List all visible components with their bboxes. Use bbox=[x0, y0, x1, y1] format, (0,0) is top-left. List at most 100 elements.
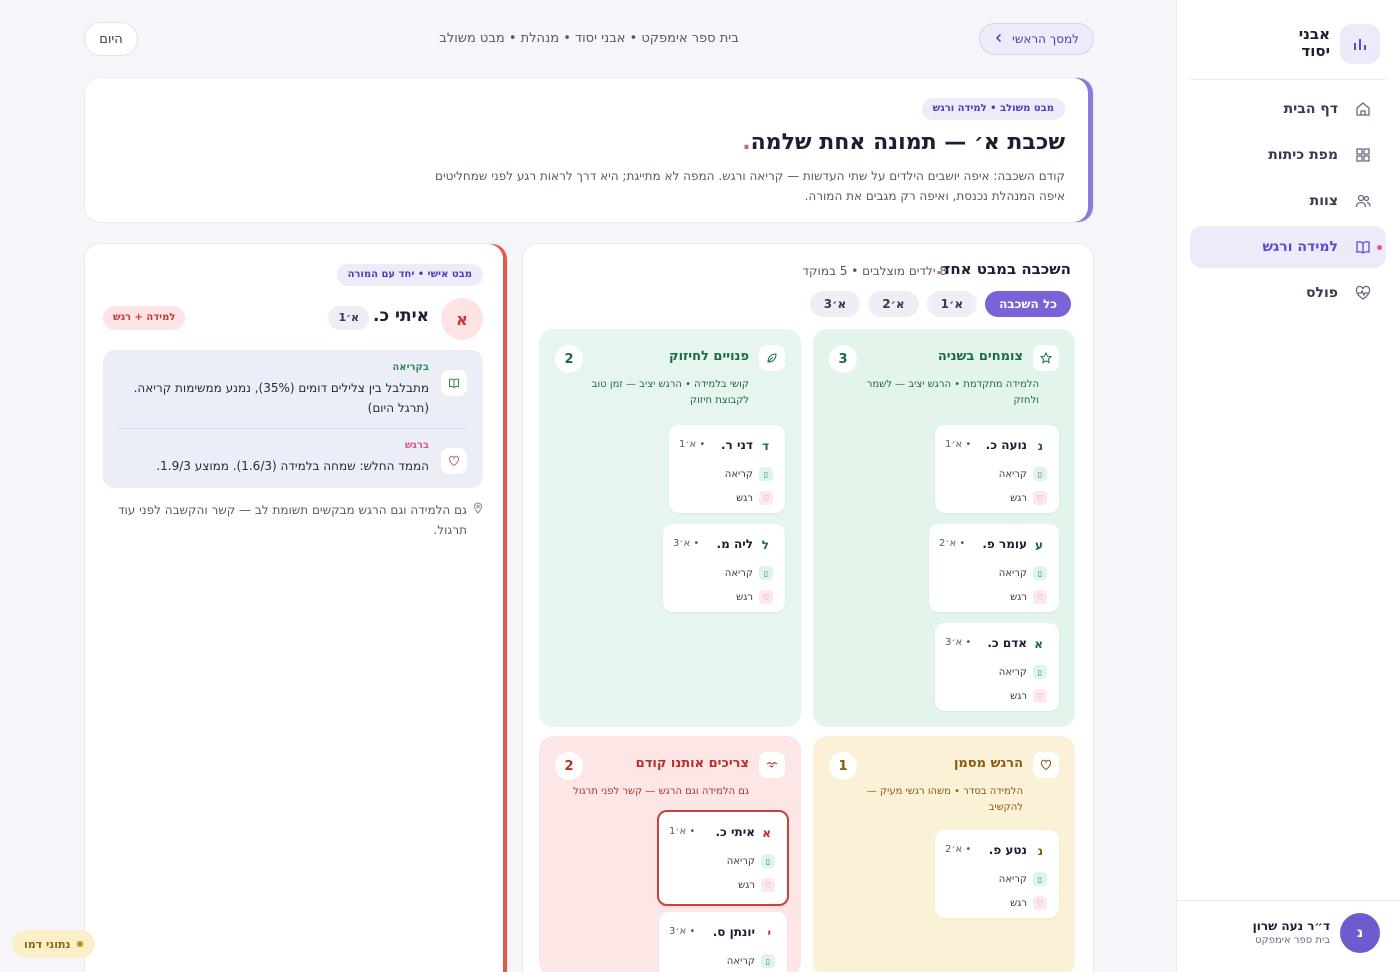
today-button[interactable]: היום bbox=[84, 22, 138, 56]
emotion-row: ♡ רגש bbox=[736, 491, 773, 505]
profile-note-text: גם הלמידה וגם הרגש מבקשים תשומת לב — קשר… bbox=[117, 503, 467, 537]
quadrant-count: 3 bbox=[829, 345, 857, 373]
quadrant-header: צומחים בשניה 3 bbox=[829, 345, 1059, 373]
student-initial: י bbox=[767, 926, 771, 940]
student-profile-panel: מבט אישי • יחד עם המורה א איתי כ. א׳1 למ… bbox=[84, 243, 508, 972]
quadrant-title: צריכים אותנו קודם bbox=[635, 756, 749, 771]
sidebar-item-label: פולס bbox=[1306, 285, 1338, 301]
sidebar-item-pulse[interactable]: פולס bbox=[1190, 272, 1386, 314]
reading-label: קריאה bbox=[724, 567, 753, 579]
profile-details: בקריאה מתבלבל בין צלילים דומים (35%), נמ… bbox=[103, 350, 483, 488]
avatar: נ bbox=[1340, 913, 1380, 953]
book-icon: ▯ bbox=[1033, 872, 1047, 886]
topbar: למסך הראשי בית ספר אימפקט • אבני יסוד • … bbox=[84, 22, 1094, 58]
panel-title-text: השכבה במבט אחד bbox=[941, 260, 1071, 278]
quadrant-title: הרגש מסמן bbox=[953, 756, 1023, 771]
student-card[interactable]: י יונתן ס. • א׳3 ▯ קריאה bbox=[659, 912, 787, 972]
profile-pill: מבט אישי • יחד עם המורה bbox=[336, 264, 483, 286]
heart-icon: ♡ bbox=[1033, 689, 1047, 703]
reading-label: קריאה bbox=[998, 873, 1027, 885]
back-to-main-button[interactable]: למסך הראשי bbox=[979, 23, 1094, 55]
reading-row: ▯ קריאה bbox=[727, 854, 775, 868]
student-card[interactable]: ע עומר פ. • א׳2 ▯ קריאה ♡ רגש bbox=[929, 524, 1059, 612]
chevron-left-icon bbox=[994, 32, 1004, 46]
student-name: איתי כ. bbox=[715, 825, 755, 839]
sidebar-item-home[interactable]: דף הבית bbox=[1190, 88, 1386, 130]
title-dot: . bbox=[935, 260, 942, 278]
student-card[interactable]: ל ליה מ. • א׳3 ▯ קריאה ♡ רגש bbox=[663, 524, 785, 612]
student-card[interactable]: נ נטע פ. • א׳2 ▯ קריאה ♡ רגש bbox=[935, 830, 1059, 918]
reading-detail: בקריאה מתבלבל בין צלילים דומים (35%), נמ… bbox=[117, 362, 467, 422]
quadrant-need-us-first: צריכים אותנו קודם 2 גם הלמידה וגם הרגש —… bbox=[539, 736, 801, 972]
student-card-selected[interactable]: א איתי כ. • א׳1 ▯ קריאה ♡ רגש bbox=[657, 810, 789, 906]
student-initial: ל bbox=[761, 538, 769, 552]
reading-label: בקריאה bbox=[392, 362, 429, 373]
bar-chart-icon bbox=[1340, 24, 1380, 64]
student-card[interactable]: ד דני ר. • א׳1 ▯ קריאה ♡ רגש bbox=[669, 425, 785, 513]
student-card[interactable]: א אדם כ. • א׳3 ▯ קריאה ♡ רגש bbox=[935, 623, 1059, 711]
reading-row: ▯ קריאה bbox=[999, 872, 1047, 886]
emotion-label: רגש bbox=[738, 879, 755, 891]
user-school: בית ספר אימפקט bbox=[1255, 935, 1330, 946]
class-filter-tabs: כל השכבה א׳1 א׳2 א׳3 bbox=[809, 291, 1071, 317]
user-name: ד״ר נעה שרון bbox=[1252, 919, 1330, 933]
reading-label: קריאה bbox=[998, 666, 1027, 678]
status-badge: למידה + רגש bbox=[103, 306, 186, 330]
status-dot bbox=[76, 941, 83, 947]
student-name: עומר פ. bbox=[982, 537, 1027, 551]
pin-icon bbox=[473, 500, 483, 520]
user-profile[interactable]: נ ד״ר נעה שרון בית ספר אימפקט bbox=[1176, 900, 1400, 972]
emotion-row: ♡ רגש bbox=[736, 590, 773, 604]
heart-outline-icon bbox=[1033, 752, 1059, 778]
tab-class-2[interactable]: א׳2 bbox=[868, 291, 919, 317]
sidebar-item-staff[interactable]: צוות bbox=[1190, 180, 1386, 222]
hero-description: קודם השכבה: איפה יושבים הילדים על שתי הע… bbox=[435, 169, 1065, 203]
grid-icon bbox=[1354, 146, 1372, 164]
student-name: אדם כ. bbox=[987, 636, 1027, 650]
student-class: • א׳1 bbox=[669, 826, 696, 837]
emotion-label: רגש bbox=[736, 492, 753, 504]
emotion-text: הממד החלש: שמחה בלמידה (1.6/3). ממוצע 1.… bbox=[156, 459, 429, 473]
student-initial: ד bbox=[761, 439, 769, 453]
quadrant-description: הלמידה מתקדמת • הרגש יציב — לשמר ולחזק bbox=[866, 379, 1039, 406]
sidebar-nav: דף הבית מפת כיתות צוות למידה ורגש פולס bbox=[1190, 88, 1386, 318]
emotion-row: ♡ רגש bbox=[1010, 896, 1047, 910]
emotion-label: רגש bbox=[736, 591, 753, 603]
reading-row: ▯ קריאה bbox=[725, 566, 773, 580]
book-icon: ▯ bbox=[1033, 665, 1047, 679]
tab-class-3[interactable]: א׳3 bbox=[809, 291, 861, 317]
heart-icon: ♡ bbox=[1033, 491, 1047, 505]
leaf-icon bbox=[759, 345, 785, 371]
sidebar-item-class-map[interactable]: מפת כיתות bbox=[1190, 134, 1386, 176]
hero-card: מבט משולב • למידה ורגש שכבת א׳ — תמונה א… bbox=[84, 77, 1094, 223]
book-icon: ▯ bbox=[1033, 467, 1047, 481]
quadrant-title: פנויים לחיזוק bbox=[669, 349, 749, 364]
student-name: איתי כ. bbox=[372, 306, 429, 326]
brand-name: אבני יסוד bbox=[1299, 26, 1330, 60]
heart-icon: ♡ bbox=[761, 878, 775, 892]
student-name: דני ר. bbox=[721, 438, 753, 452]
title-dot: . bbox=[742, 130, 751, 155]
grade-overview-panel: השכבה במבט אחד. 8 ילדים מוצלבים • 5 במוק… bbox=[522, 243, 1094, 972]
profile-note: גם הלמידה וגם הרגש מבקשים תשומת לב — קשר… bbox=[103, 500, 483, 540]
student-card[interactable]: נ נועה כ. • א׳1 ▯ קריאה ♡ רגש bbox=[935, 425, 1059, 513]
sidebar: אבני יסוד דף הבית מפת כיתות צוות למידה ו… bbox=[1176, 0, 1400, 972]
page-title-text: שכבת א׳ — תמונה אחת שלמה bbox=[750, 130, 1065, 155]
student-name: יונתן ס. bbox=[712, 925, 755, 939]
avatar: א bbox=[441, 298, 483, 340]
student-class: • א׳1 bbox=[945, 439, 972, 450]
handshake-icon bbox=[759, 752, 785, 778]
student-initial: א bbox=[1034, 637, 1043, 651]
quadrant-header: צריכים אותנו קודם 2 bbox=[555, 752, 785, 780]
emotion-label: רגש bbox=[1010, 897, 1027, 909]
student-class: • א׳2 bbox=[939, 538, 966, 549]
tab-all-grade[interactable]: כל השכבה bbox=[985, 291, 1071, 317]
tab-class-1[interactable]: א׳1 bbox=[926, 291, 978, 317]
student-name: נטע פ. bbox=[988, 843, 1027, 857]
sidebar-item-learning-emotion[interactable]: למידה ורגש bbox=[1190, 226, 1386, 268]
quadrant-growing: צומחים בשניה 3 הלמידה מתקדמת • הרגש יציב… bbox=[813, 329, 1075, 727]
student-class: • א׳3 bbox=[669, 926, 696, 937]
reading-label: קריאה bbox=[726, 855, 755, 867]
heart-icon bbox=[441, 448, 467, 474]
reading-label: קריאה bbox=[998, 567, 1027, 579]
